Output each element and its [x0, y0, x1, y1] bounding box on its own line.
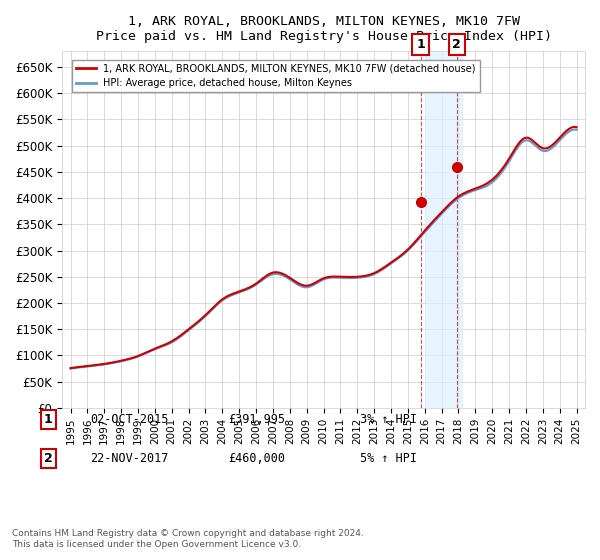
- Text: 02-OCT-2015: 02-OCT-2015: [90, 413, 169, 426]
- Text: 5% ↑ HPI: 5% ↑ HPI: [360, 452, 417, 465]
- Text: 1: 1: [44, 413, 52, 426]
- Text: 2: 2: [44, 452, 52, 465]
- Legend: 1, ARK ROYAL, BROOKLANDS, MILTON KEYNES, MK10 7FW (detached house), HPI: Average: 1, ARK ROYAL, BROOKLANDS, MILTON KEYNES,…: [72, 59, 479, 92]
- Text: £391,995: £391,995: [228, 413, 285, 426]
- Text: 2: 2: [452, 38, 461, 51]
- Text: Contains HM Land Registry data © Crown copyright and database right 2024.
This d: Contains HM Land Registry data © Crown c…: [12, 529, 364, 549]
- Text: 3% ↑ HPI: 3% ↑ HPI: [360, 413, 417, 426]
- Bar: [425, 51, 462, 408]
- Text: £460,000: £460,000: [228, 452, 285, 465]
- Text: 22-NOV-2017: 22-NOV-2017: [90, 452, 169, 465]
- Text: 1: 1: [416, 38, 425, 51]
- Title: 1, ARK ROYAL, BROOKLANDS, MILTON KEYNES, MK10 7FW
Price paid vs. HM Land Registr: 1, ARK ROYAL, BROOKLANDS, MILTON KEYNES,…: [95, 15, 551, 43]
